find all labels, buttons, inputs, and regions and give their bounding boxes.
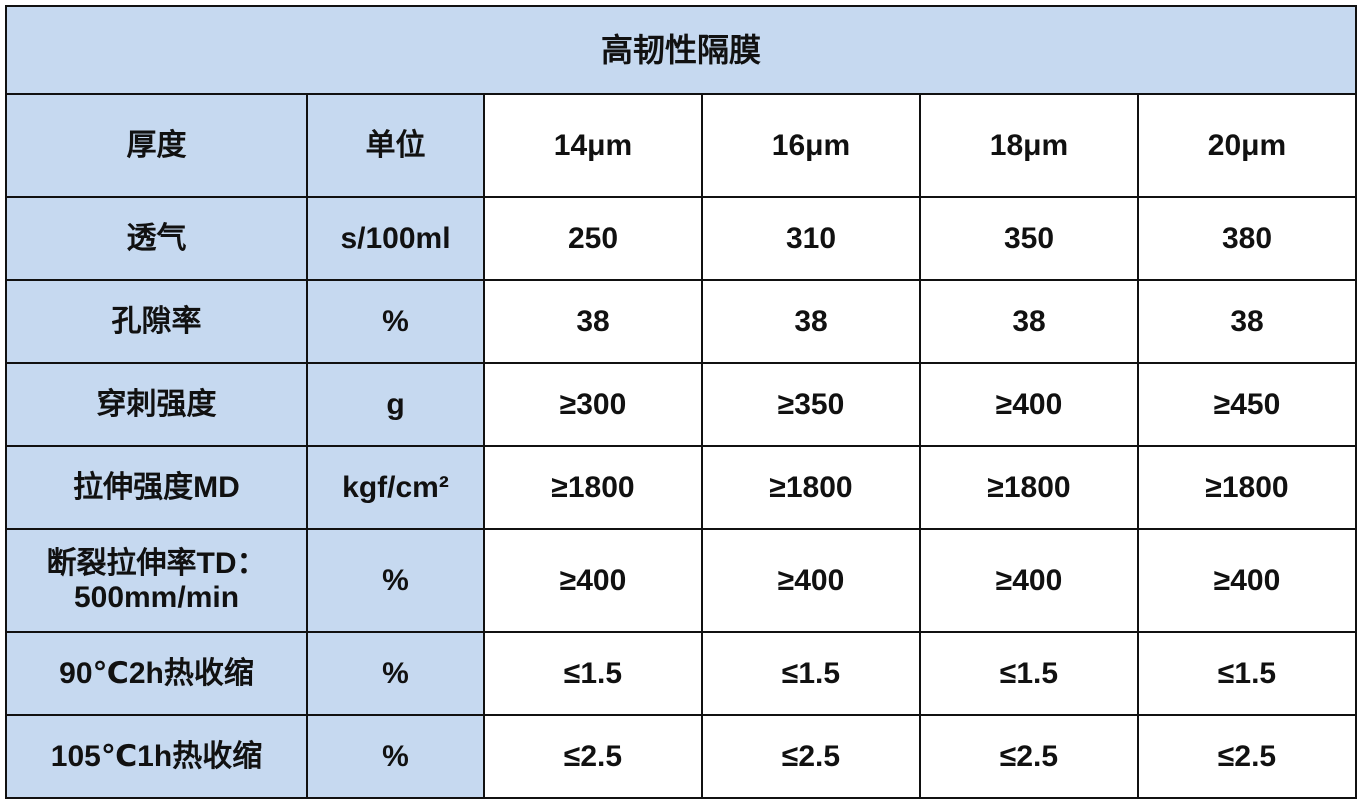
value-cell: 350 <box>919 196 1139 281</box>
row-label-text: 穿刺强度 <box>96 387 217 421</box>
row-label-text: 孔隙率 <box>111 304 202 338</box>
row-label: 拉伸强度MD <box>5 445 308 530</box>
table-row: 透气 s/100ml 250 310 350 380 <box>5 196 1358 281</box>
header-unit: 单位 <box>306 93 485 198</box>
header-row: 厚度 单位 14μm 16μm 18μm 20μm <box>5 93 1358 198</box>
value-cell: ≥450 <box>1136 362 1358 447</box>
table-title: 高韧性隔膜 <box>4 5 1358 95</box>
header-18um: 18μm <box>919 93 1139 198</box>
row-label: 105℃1h热收缩 <box>5 714 308 799</box>
row-label-text: 透气 <box>126 221 187 255</box>
row-label-text: 断裂拉伸率TD： <box>46 546 267 580</box>
value-cell: ≥400 <box>701 528 921 633</box>
value-cell: ≤2.5 <box>483 714 703 799</box>
value-cell: ≥1800 <box>1136 445 1358 530</box>
header-14um: 14μm <box>483 93 703 198</box>
row-label: 90℃2h热收缩 <box>5 631 308 716</box>
value-cell: ≥400 <box>483 528 703 633</box>
header-20um: 20μm <box>1136 93 1358 198</box>
value-cell: ≥400 <box>1136 528 1358 633</box>
row-label: 透气 <box>5 196 308 281</box>
table-row: 拉伸强度MD kgf/cm² ≥1800 ≥1800 ≥1800 ≥1800 <box>5 445 1358 530</box>
row-unit: % <box>306 528 485 633</box>
value-cell: ≥1800 <box>701 445 921 530</box>
value-cell: ≥400 <box>919 362 1139 447</box>
table-row: 穿刺强度 g ≥300 ≥350 ≥400 ≥450 <box>5 362 1358 447</box>
row-unit: % <box>306 279 485 364</box>
row-label: 穿刺强度 <box>5 362 308 447</box>
row-label: 断裂拉伸率TD： 500mm/min <box>5 528 308 633</box>
value-cell: ≥1800 <box>919 445 1139 530</box>
row-unit: g <box>306 362 485 447</box>
value-cell: 38 <box>919 279 1139 364</box>
value-cell: 38 <box>483 279 703 364</box>
value-cell: 38 <box>701 279 921 364</box>
value-cell: ≥300 <box>483 362 703 447</box>
value-cell: 250 <box>483 196 703 281</box>
value-cell: 380 <box>1136 196 1358 281</box>
row-label-text: 90℃2h热收缩 <box>59 656 254 690</box>
spec-table: 高韧性隔膜 厚度 单位 14μm 16μm 18μm 20μm 透气 s/100m… <box>4 5 1358 799</box>
row-unit: % <box>306 714 485 799</box>
header-thickness: 厚度 <box>5 93 308 198</box>
table-row: 孔隙率% 38 38 38 38 <box>5 279 1358 364</box>
value-cell: ≤1.5 <box>1136 631 1358 716</box>
row-unit: kgf/cm² <box>306 445 485 530</box>
value-cell: ≤1.5 <box>701 631 921 716</box>
row-unit: % <box>306 631 485 716</box>
row-label-text: 拉伸强度MD <box>73 470 240 504</box>
value-cell: 310 <box>701 196 921 281</box>
row-label-line2: 500mm/min <box>73 580 240 614</box>
value-cell: ≤2.5 <box>701 714 921 799</box>
value-cell: 38 <box>1136 279 1358 364</box>
value-cell: ≥400 <box>919 528 1139 633</box>
value-cell: ≤1.5 <box>483 631 703 716</box>
value-cell: ≥350 <box>701 362 921 447</box>
table-row: 断裂拉伸率TD： 500mm/min% ≥400 ≥400 ≥400 ≥400 <box>5 528 1358 633</box>
value-cell: ≤1.5 <box>919 631 1139 716</box>
value-cell: ≤2.5 <box>1136 714 1358 799</box>
value-cell: ≥1800 <box>483 445 703 530</box>
table-row: 90℃2h热收缩% ≤1.5 ≤1.5 ≤1.5 ≤1.5 <box>5 631 1358 716</box>
value-cell: ≤2.5 <box>919 714 1139 799</box>
row-label-text: 105℃1h热收缩 <box>50 739 263 773</box>
table-row: 105℃1h热收缩% ≤2.5 ≤2.5 ≤2.5 ≤2.5 <box>5 714 1358 799</box>
header-16um: 16μm <box>701 93 921 198</box>
row-unit: s/100ml <box>306 196 485 281</box>
row-label: 孔隙率 <box>5 279 308 364</box>
